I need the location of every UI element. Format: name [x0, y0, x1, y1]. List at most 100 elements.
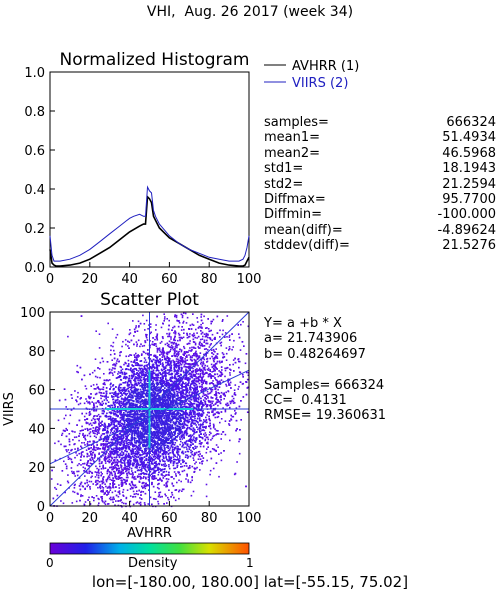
scatter-point [124, 402, 126, 405]
scatter-point [161, 414, 164, 416]
scatter-point [149, 437, 152, 439]
scatter-point [64, 491, 66, 494]
scatter-point [137, 320, 140, 323]
scatter-point [93, 457, 96, 459]
scatter-point [163, 318, 166, 320]
scatter-point [162, 430, 165, 433]
scatter-point [120, 483, 123, 485]
scatter-point [109, 353, 112, 356]
scatter-point [69, 414, 72, 417]
scatter-point [94, 375, 97, 378]
histogram-series-line [49, 185, 250, 262]
scatter-point [108, 379, 111, 381]
scatter-point [155, 423, 158, 426]
scatter-point [103, 392, 105, 394]
scatter-point [112, 482, 114, 485]
scatter-point [157, 437, 160, 440]
scatter-point [99, 448, 101, 450]
scatter-point [207, 375, 210, 378]
scatter-point [188, 335, 191, 338]
scatter-point [125, 497, 128, 500]
scatter-point [73, 473, 76, 475]
scatter-point [71, 461, 73, 463]
scatter-point [107, 322, 109, 325]
scatter-point [138, 383, 140, 385]
scatter-point [176, 355, 179, 358]
scatter-point [210, 322, 212, 325]
scatter-point [238, 385, 240, 388]
scatter-point [185, 478, 187, 480]
scatter-point [199, 445, 202, 448]
scatter-point [206, 414, 208, 416]
scatter-point [190, 370, 193, 373]
scatter-point [202, 367, 205, 369]
scatter-point [185, 383, 188, 386]
scatter-point [145, 476, 147, 479]
scatter-point [179, 338, 181, 341]
scatter-point [124, 339, 127, 341]
scatter-point [134, 484, 137, 486]
scatter-point [114, 390, 117, 393]
scatter-point [137, 370, 140, 372]
scatter-point [182, 360, 184, 363]
scatter-point [187, 421, 190, 424]
scatter-point [179, 382, 181, 384]
scatter-point [215, 411, 218, 414]
scatter-point [150, 468, 152, 471]
scatter-point [74, 475, 76, 477]
scatter-point [87, 422, 89, 424]
scatter-point [114, 428, 117, 430]
scatter-point [150, 473, 153, 475]
scatter-point [102, 477, 104, 480]
scatter-point [92, 460, 95, 462]
scatter-point [163, 428, 166, 430]
scatter-point [183, 401, 185, 403]
scatter-point [189, 384, 192, 387]
scatter-point [98, 347, 101, 349]
scatter-point [141, 402, 144, 405]
scatter-point [143, 435, 146, 437]
scatter-point [105, 480, 108, 483]
scatter-point [140, 370, 143, 372]
scatter-point [128, 399, 131, 402]
scatter-point [97, 457, 99, 460]
scatter-point [195, 461, 197, 463]
scatter-point [174, 424, 177, 426]
scatter-point [188, 405, 191, 407]
scatter-point [136, 467, 138, 469]
scatter-point [155, 411, 158, 414]
scatter-point [101, 400, 104, 403]
scatter-point [119, 383, 121, 386]
scatter-point [174, 416, 177, 418]
scatter-point [115, 461, 118, 463]
scatter-point [162, 456, 165, 458]
scatter-point [146, 413, 148, 416]
scatter-point [187, 351, 189, 353]
scatter-point [194, 347, 197, 349]
scatter-point [130, 394, 133, 396]
scatter-point [164, 381, 166, 383]
scatter-point [94, 456, 96, 458]
legend-label: AVHRR (1) [292, 59, 359, 74]
scatter-point [160, 385, 162, 388]
scatter-point [60, 500, 62, 502]
scatter-point [97, 497, 99, 500]
scatter-point [139, 501, 142, 504]
scatter-point [165, 428, 168, 430]
scatter-point [205, 416, 207, 419]
scatter-point [144, 468, 147, 471]
scatter-point [181, 427, 184, 429]
scatter-point [217, 404, 219, 407]
scatter-point [142, 445, 145, 448]
scatter-point [205, 355, 207, 357]
scatter-point [193, 365, 196, 368]
scatter-point [161, 430, 164, 432]
scatter-point [229, 372, 231, 374]
scatter-point [109, 478, 111, 481]
scatter-point [187, 445, 190, 448]
scatter-point [128, 472, 131, 475]
scatter-point [101, 461, 103, 463]
scatter-point [190, 438, 193, 441]
scatter-point [130, 360, 132, 363]
scatter-point [85, 387, 88, 390]
